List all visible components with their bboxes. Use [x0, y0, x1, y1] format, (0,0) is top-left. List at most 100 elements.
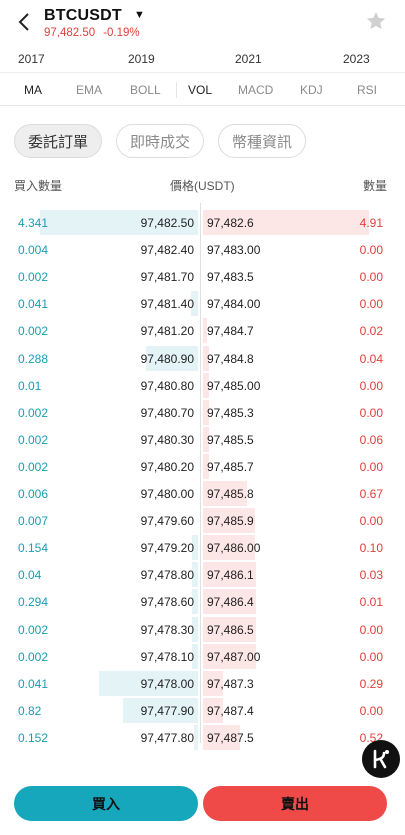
bid-qty: 0.004: [18, 243, 49, 258]
order-book-row[interactable]: 0.002 97,480.20 97,485.7 0.00: [0, 453, 405, 481]
ask-depth-bar: [203, 372, 209, 398]
order-book-row[interactable]: 0.002 97,480.70 97,485.3 0.00: [0, 399, 405, 427]
indicator-boll[interactable]: BOLL: [130, 83, 161, 97]
order-book-row[interactable]: 0.82 97,477.90 97,487.4 0.00: [0, 697, 405, 725]
indicator-kdj[interactable]: KDJ: [300, 83, 323, 97]
timeline-year: 2017: [18, 52, 45, 66]
bid-qty-header: 買入數量: [14, 179, 63, 193]
order-book-row[interactable]: 0.041 97,478.00 97,487.3 0.29: [0, 670, 405, 698]
ask-price: 97,483.5: [207, 270, 254, 285]
ask-price: 97,487.00: [207, 649, 261, 664]
ask-qty: 0.00: [359, 270, 383, 285]
ask-depth-bar: [203, 318, 207, 344]
order-book-row[interactable]: 0.004 97,482.40 97,483.00 0.00: [0, 237, 405, 264]
bid-price: 97,478.10: [140, 649, 194, 664]
ask-depth-bar: [203, 210, 369, 235]
bid-qty: 4.341: [18, 216, 49, 230]
ask-qty: 0.29: [359, 676, 383, 691]
tab-recent-trades[interactable]: 即時成交: [116, 124, 204, 158]
ask-qty: 0.67: [359, 487, 383, 501]
indicator-bar: MA EMA BOLL VOL MACD KDJ RSI: [0, 72, 405, 106]
symbol-title[interactable]: BTCUSDT: [44, 7, 122, 24]
ask-price: 97,487.3: [207, 676, 254, 691]
bid-depth-bar: [192, 562, 198, 588]
header: BTCUSDT ▼ 97,482.50 -0.19%: [0, 0, 405, 44]
order-book-row[interactable]: 0.041 97,481.40 97,484.00 0.00: [0, 291, 405, 318]
order-book-row[interactable]: 0.002 97,478.30 97,486.5 0.00: [0, 616, 405, 644]
favorite-star-icon[interactable]: [365, 10, 387, 32]
ask-price: 97,484.00: [207, 297, 261, 312]
chevron-left-icon: [18, 13, 29, 31]
tab-order-book[interactable]: 委託訂單: [14, 124, 102, 158]
order-book-row[interactable]: 0.002 97,480.30 97,485.5 0.06: [0, 426, 405, 454]
bid-price: 97,480.90: [140, 351, 194, 366]
bid-qty: 0.288: [18, 351, 49, 366]
indicator-ema[interactable]: EMA: [76, 83, 103, 97]
ask-qty: 0.00: [359, 622, 383, 637]
indicator-macd[interactable]: MACD: [238, 83, 274, 97]
order-book-row[interactable]: 4.341 97,482.50 97,482.6 4.91: [0, 210, 405, 237]
ask-price: 97,486.00: [207, 541, 261, 556]
bid-depth-bar: [192, 616, 198, 642]
order-book-row[interactable]: 0.006 97,480.00 97,485.8 0.67: [0, 481, 405, 508]
bid-depth-bar: [192, 643, 198, 669]
price-summary: 97,482.50 -0.19%: [44, 27, 140, 39]
indicator-divider: [176, 82, 177, 98]
tab-coin-info[interactable]: 幣種資訊: [218, 124, 306, 158]
bid-price: 97,479.60: [140, 514, 194, 529]
ask-depth-bar: [203, 481, 248, 506]
bid-depth-bar: [98, 670, 198, 696]
caret-down-icon[interactable]: ▼: [134, 9, 145, 21]
bid-qty: 0.007: [18, 514, 49, 529]
bid-qty: 0.041: [18, 297, 49, 312]
order-book-row[interactable]: 0.154 97,479.20 97,486.00 0.10: [0, 535, 405, 562]
ask-qty: 0.04: [359, 351, 383, 366]
ask-depth-bar: [203, 697, 224, 723]
ask-qty: 0.00: [359, 459, 383, 474]
ask-depth-bar: [203, 589, 257, 615]
price-header: 價格(USDT): [170, 179, 235, 193]
back-button[interactable]: [12, 8, 36, 36]
ask-qty: 0.00: [359, 243, 383, 258]
bid-depth-bar: [190, 291, 198, 317]
ask-qty: 0.10: [359, 541, 383, 556]
ask-price: 97,486.1: [207, 568, 254, 583]
ask-depth-bar: [203, 426, 209, 452]
bid-qty: 0.294: [18, 595, 49, 610]
buy-button[interactable]: 買入: [14, 786, 198, 821]
order-book-row[interactable]: 0.152 97,477.80 97,487.5 0.52: [0, 724, 405, 752]
order-book-row[interactable]: 0.01 97,480.80 97,485.00 0.00: [0, 372, 405, 400]
bid-depth-bar: [192, 589, 198, 615]
ask-price: 97,483.00: [207, 243, 261, 258]
bid-qty: 0.154: [18, 541, 49, 556]
bid-price: 97,478.00: [140, 676, 194, 691]
ask-qty: 0.00: [359, 378, 383, 393]
indicator-ma[interactable]: MA: [24, 83, 42, 97]
ask-qty: 4.91: [359, 216, 383, 230]
indicator-vol[interactable]: VOL: [188, 83, 213, 97]
bid-price: 97,478.80: [140, 568, 194, 583]
ask-price: 97,484.7: [207, 324, 254, 339]
ask-qty: 0.00: [359, 514, 383, 529]
bid-qty: 0.002: [18, 459, 49, 474]
bid-price: 97,478.60: [140, 595, 194, 610]
order-book-row[interactable]: 0.007 97,479.60 97,485.9 0.00: [0, 508, 405, 535]
ask-price: 97,487.4: [207, 703, 254, 718]
bid-qty: 0.152: [18, 730, 49, 745]
order-book-row[interactable]: 0.288 97,480.90 97,484.8 0.04: [0, 345, 405, 373]
order-book-row[interactable]: 0.04 97,478.80 97,486.1 0.03: [0, 562, 405, 589]
book-divider: [200, 203, 201, 743]
sell-button[interactable]: 賣出: [203, 786, 387, 821]
ask-qty: 0.01: [359, 595, 383, 610]
indicator-rsi[interactable]: RSI: [357, 83, 378, 97]
order-book-row[interactable]: 0.002 97,481.70 97,483.5 0.00: [0, 264, 405, 291]
assistant-fab-icon[interactable]: [362, 740, 400, 778]
bid-qty: 0.002: [18, 324, 49, 339]
order-book-row[interactable]: 0.002 97,481.20 97,484.7 0.02: [0, 318, 405, 345]
bid-qty: 0.002: [18, 270, 49, 285]
order-book-row[interactable]: 0.294 97,478.60 97,486.4 0.01: [0, 589, 405, 616]
ask-depth-bar: [203, 562, 257, 588]
order-book-row[interactable]: 0.002 97,478.10 97,487.00 0.00: [0, 643, 405, 671]
ask-depth-bar: [203, 535, 255, 561]
ask-price: 97,485.8: [207, 487, 254, 501]
